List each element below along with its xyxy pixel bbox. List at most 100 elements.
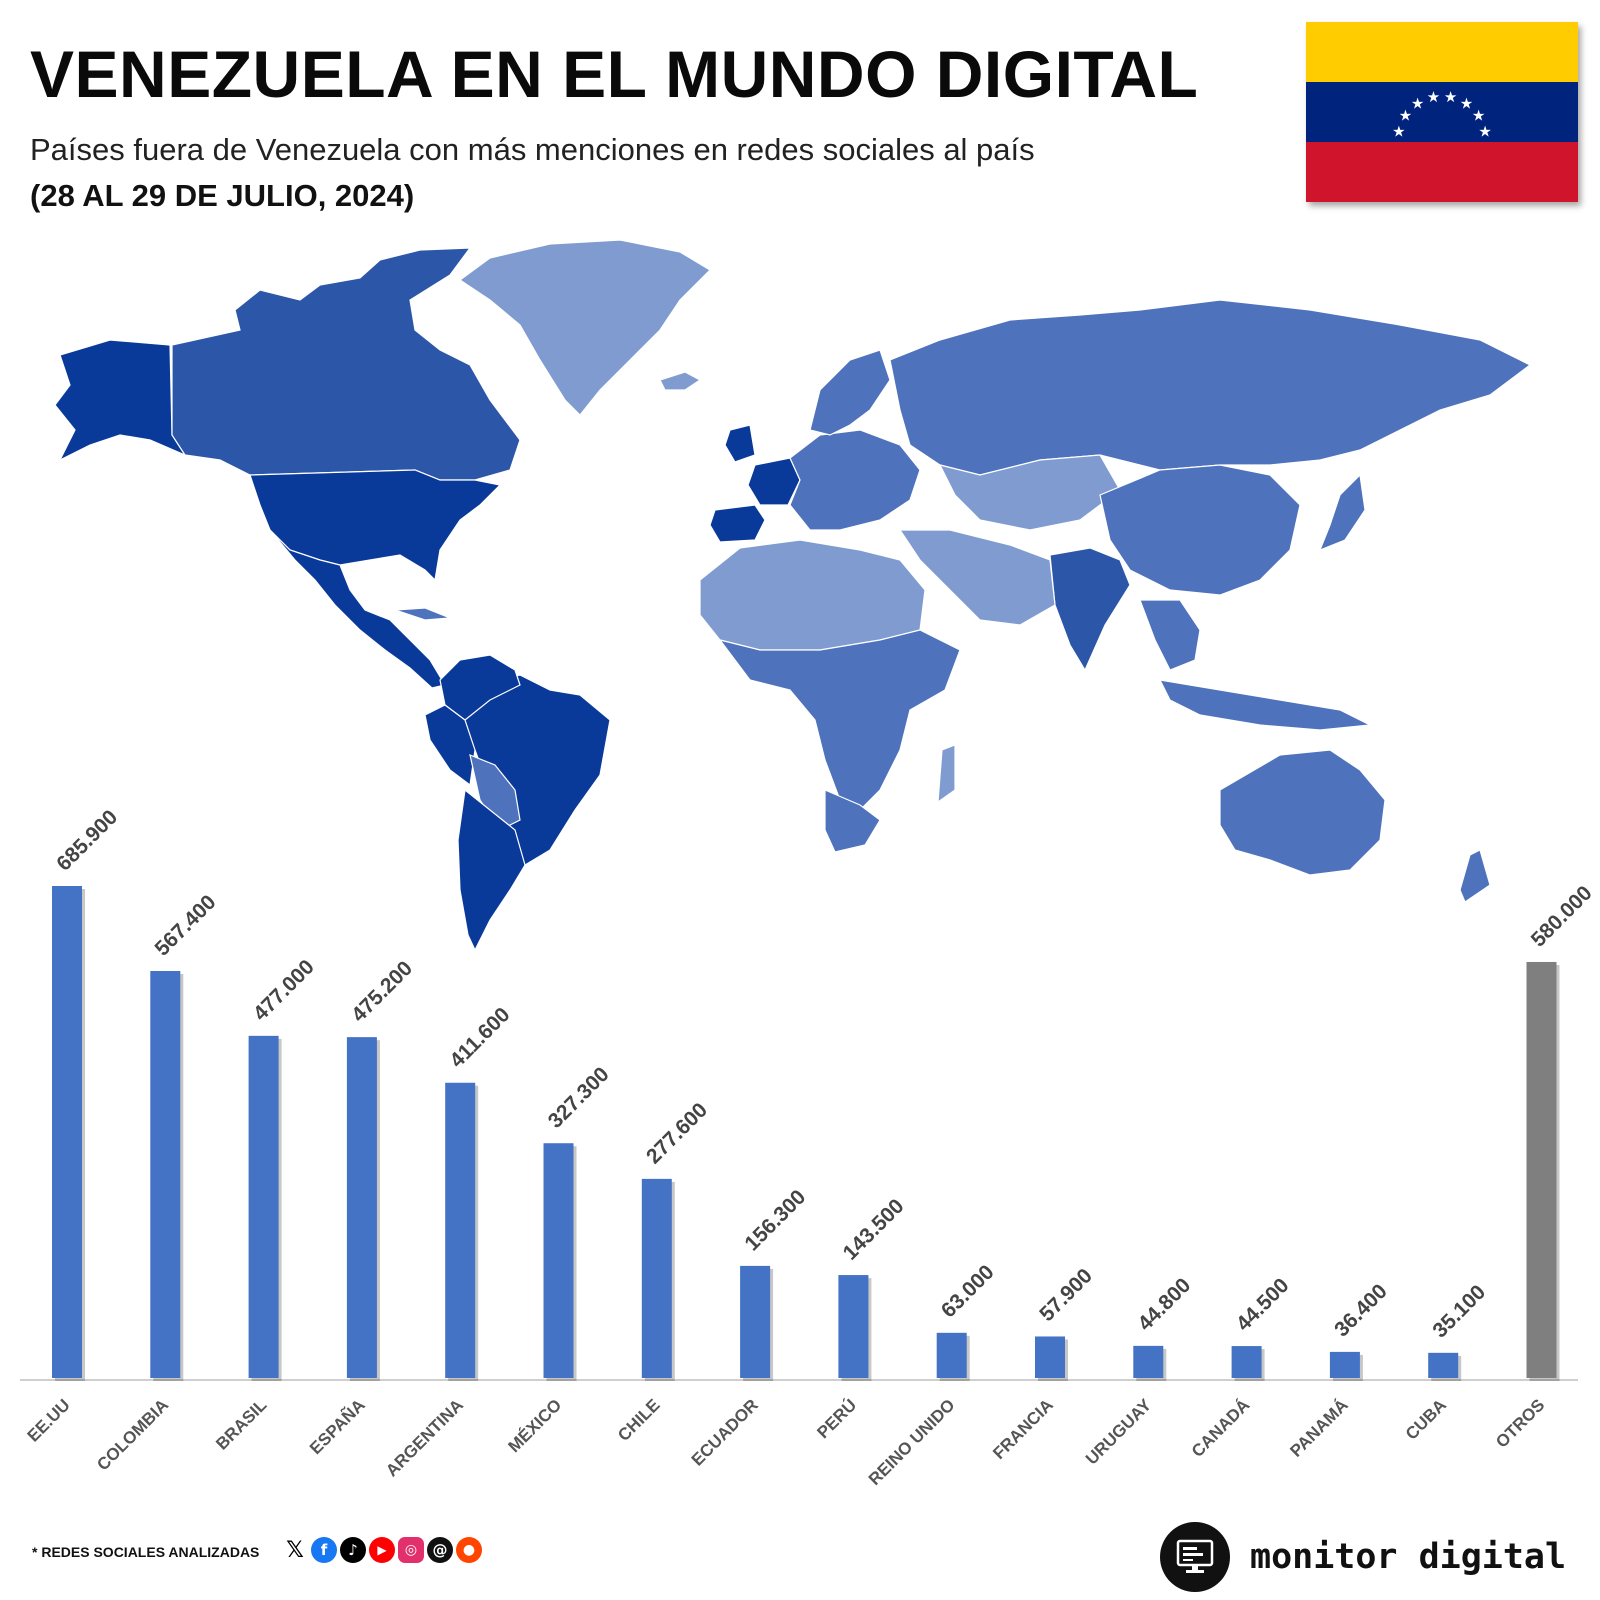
map-alaska — [54, 339, 187, 462]
bar-shadow — [448, 1085, 479, 1381]
reddit-icon: ● — [456, 1537, 482, 1563]
bar — [150, 971, 181, 1378]
category-label: PERÚ — [813, 1395, 860, 1442]
bar — [740, 1265, 771, 1378]
bar-shadow — [251, 1038, 282, 1381]
category-label: BRASIL — [212, 1395, 270, 1453]
category-labels-group: EE.UU COLOMBIA BRASIL ESPAÑA ARGENTINA MÉXICO… — [24, 1395, 1549, 1489]
map-india — [1049, 547, 1131, 672]
category-label: ECUADOR — [688, 1395, 762, 1469]
bar — [445, 1082, 476, 1378]
map-argentina-chile — [457, 788, 526, 952]
map-scandinavia — [809, 349, 891, 436]
flag-stars: ★★★ ★ ★ ★★★ — [1392, 88, 1492, 141]
bar-shadow — [1038, 1339, 1068, 1381]
bar-value-label: 277.600 — [642, 1098, 712, 1168]
bar-shadow — [841, 1278, 872, 1381]
bar-value-label: 411.600 — [445, 1003, 514, 1072]
footnote: * REDES SOCIALES ANALIZADAS — [32, 1544, 260, 1560]
map-bolivia-paraguay — [469, 754, 521, 831]
map-central-africa — [718, 629, 961, 811]
bar — [641, 1178, 672, 1378]
bar-value-label: 44.500 — [1232, 1274, 1294, 1336]
flag-star-icon: ★ — [1444, 88, 1457, 106]
map-australia — [1219, 749, 1386, 876]
category-label: ESPAÑA — [305, 1395, 368, 1458]
category-label: EE.UU — [24, 1395, 74, 1445]
youtube-icon: ▶ — [369, 1537, 395, 1563]
map-new-zealand — [1459, 849, 1491, 903]
bar — [248, 1035, 279, 1378]
map-japan — [1318, 473, 1366, 552]
brand: monitor digital — [1160, 1522, 1566, 1592]
map-usa — [249, 469, 502, 582]
category-label: CHILE — [614, 1395, 663, 1444]
tiktok-icon: ♪ — [340, 1537, 366, 1563]
bar — [1428, 1352, 1459, 1378]
category-label: PANAMÁ — [1286, 1395, 1351, 1460]
map-cuba — [394, 607, 451, 621]
category-label: OTROS — [1492, 1395, 1548, 1451]
bar-shadow — [1234, 1349, 1265, 1381]
instagram-icon: ◎ — [398, 1537, 424, 1563]
flag-star-icon: ★ — [1411, 94, 1424, 112]
page-subtitle: Países fuera de Venezuela con más mencio… — [30, 132, 1035, 167]
map-mexico — [269, 529, 446, 689]
bar-value-label: 36.400 — [1330, 1280, 1392, 1342]
bar-value-label: 57.900 — [1035, 1264, 1097, 1326]
map-russia — [889, 299, 1532, 476]
bar — [1133, 1345, 1164, 1378]
flag-star-icon: ★ — [1392, 122, 1405, 140]
bar — [1526, 961, 1557, 1378]
flag-star-icon: ★ — [1478, 122, 1491, 140]
bar-shadow — [1431, 1355, 1462, 1381]
map-china — [1099, 464, 1301, 596]
bar-shadow — [1529, 964, 1560, 1381]
map-brazil — [459, 674, 611, 866]
threads-icon: @ — [427, 1537, 453, 1563]
map-europe — [789, 429, 921, 531]
flag-star-icon: ★ — [1460, 94, 1473, 112]
bar — [936, 1332, 967, 1378]
x-icon: 𝕏 — [282, 1537, 308, 1563]
facebook-icon: f — [311, 1537, 337, 1563]
category-label: FRANCIA — [989, 1395, 1057, 1463]
venezuela-flag: ★★★ ★ ★ ★★★ — [1306, 22, 1578, 202]
category-label: MÉXICO — [504, 1395, 565, 1456]
bar-value-label: 63.000 — [937, 1261, 999, 1323]
bar-shadow — [546, 1146, 577, 1381]
bar — [838, 1275, 869, 1378]
category-label: REINO UNIDO — [865, 1395, 959, 1489]
category-label: COLOMBIA — [93, 1395, 172, 1474]
map-uk — [724, 424, 756, 463]
bar-value-label: 44.800 — [1134, 1274, 1196, 1336]
bar-shadow — [644, 1181, 675, 1381]
map-south-africa — [824, 789, 881, 853]
bar — [1231, 1346, 1262, 1378]
flag-star-icon: ★ — [1399, 107, 1412, 125]
bar-value-label: 156.300 — [740, 1185, 810, 1255]
bar-shadow — [1136, 1348, 1167, 1381]
map-central-asia — [938, 454, 1121, 531]
category-label: CUBA — [1402, 1395, 1450, 1443]
brand-name: monitor digital — [1250, 1537, 1567, 1577]
date-range: (28 AL 29 DE JULIO, 2024) — [30, 178, 415, 213]
map-iceland — [659, 371, 702, 391]
bar-shadow — [349, 1040, 380, 1381]
map-north-africa — [699, 539, 926, 651]
category-label: CANADÁ — [1188, 1395, 1254, 1461]
category-label: URUGUAY — [1082, 1395, 1156, 1469]
map-madagascar — [937, 744, 956, 804]
page-title: VENEZUELA EN EL MUNDO DIGITAL — [30, 37, 1199, 111]
category-label: ARGENTINA — [382, 1395, 467, 1480]
world-map — [54, 239, 1532, 952]
monitor-icon — [1160, 1522, 1230, 1592]
bar-shadow — [1332, 1354, 1363, 1381]
bar-shadow — [743, 1268, 774, 1381]
bar — [346, 1037, 377, 1378]
bar-value-label: 327.300 — [544, 1063, 614, 1133]
map-middle-east — [898, 529, 1056, 626]
map-southeast-asia — [1139, 599, 1201, 671]
bar — [543, 1143, 574, 1378]
map-indonesia — [1158, 679, 1373, 731]
